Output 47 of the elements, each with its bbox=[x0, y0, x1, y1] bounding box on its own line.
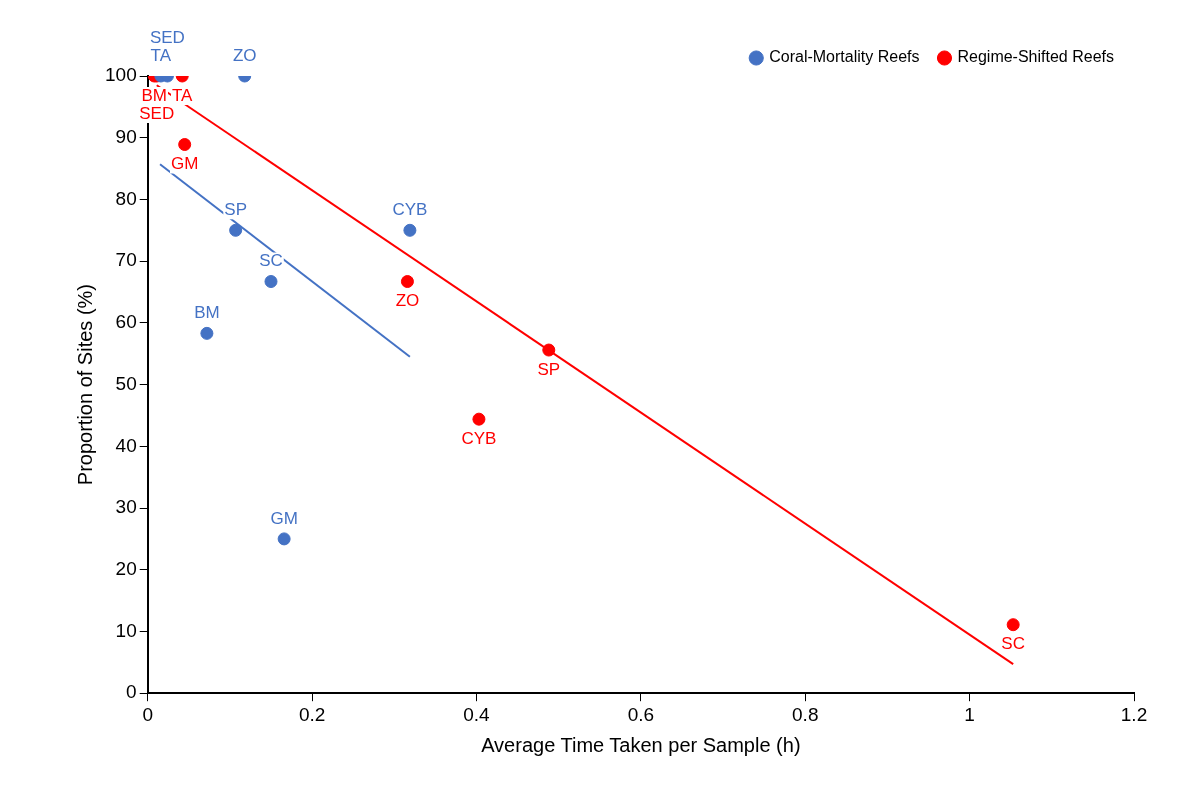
data-label: CYB bbox=[461, 428, 497, 448]
data-label: SP bbox=[224, 199, 247, 219]
data-label: SED bbox=[139, 103, 175, 123]
y-tick-label: 40 bbox=[115, 434, 137, 456]
data-label: TA bbox=[150, 45, 172, 65]
x-tick-label: 0.8 bbox=[792, 703, 819, 725]
legend-label: Coral-Mortality Reefs bbox=[769, 48, 920, 66]
y-axis-title: Proportion of Sites (%) bbox=[73, 284, 96, 486]
legend-label: Regime-Shifted Reefs bbox=[957, 48, 1114, 66]
point bbox=[178, 138, 192, 152]
y-tick-label: 60 bbox=[115, 311, 137, 333]
x-tick-label: 1 bbox=[964, 703, 975, 725]
point bbox=[277, 532, 291, 546]
point bbox=[264, 275, 278, 289]
point bbox=[403, 223, 417, 237]
point bbox=[229, 223, 243, 237]
point bbox=[200, 326, 214, 340]
point bbox=[400, 275, 414, 289]
data-label: GM bbox=[270, 508, 298, 528]
y-tick-label: 0 bbox=[126, 681, 137, 703]
x-tick-label: 0.6 bbox=[627, 703, 655, 725]
point bbox=[472, 412, 486, 426]
x-tick-label: 1.2 bbox=[1120, 703, 1148, 725]
data-label: SP bbox=[537, 359, 561, 379]
y-tick-label: 50 bbox=[115, 372, 137, 394]
data-label: BM bbox=[194, 303, 220, 323]
y-tick-label: 90 bbox=[115, 125, 137, 147]
data-label: GM bbox=[170, 154, 199, 174]
data-label: SC bbox=[259, 251, 283, 271]
x-axis-title: Average Time Taken per Sample (h) bbox=[481, 733, 801, 756]
data-label: ZO bbox=[232, 45, 257, 65]
y-tick-label: 20 bbox=[115, 557, 137, 579]
data-label: BM bbox=[141, 85, 168, 105]
x-tick-label: 0.2 bbox=[298, 703, 326, 725]
y-tick-label: 70 bbox=[115, 249, 137, 271]
y-tick-label: 10 bbox=[115, 619, 137, 641]
data-label: SED bbox=[149, 27, 185, 47]
data-label: TA bbox=[171, 85, 194, 105]
y-tick-label: 30 bbox=[115, 496, 137, 518]
data-label: SC bbox=[1001, 634, 1025, 654]
data-label: CYB bbox=[392, 199, 428, 219]
point bbox=[542, 343, 556, 357]
y-tick-label: 100 bbox=[105, 64, 137, 86]
y-tick-label: 80 bbox=[115, 187, 137, 209]
data-label: ZO bbox=[395, 291, 420, 311]
x-tick-label: 0 bbox=[142, 703, 153, 725]
x-tick-label: 0.4 bbox=[463, 703, 491, 725]
